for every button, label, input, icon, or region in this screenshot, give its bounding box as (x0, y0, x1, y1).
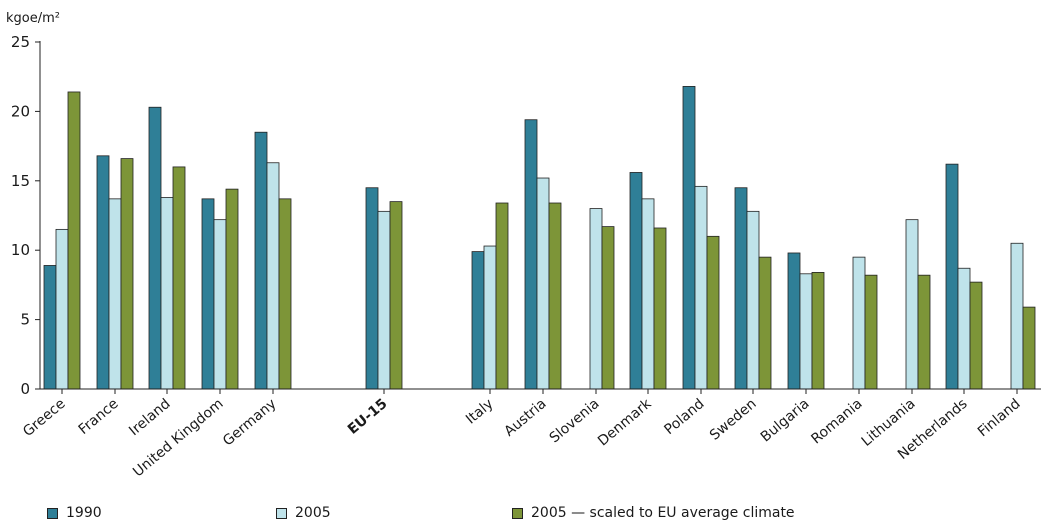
x-tick-label: Sweden (707, 396, 760, 444)
bar-eu-15-series-0 (365, 187, 379, 390)
bar-denmark-series-2 (653, 227, 667, 390)
bar-germany-series-0 (254, 131, 268, 390)
x-tick-label: Poland (661, 396, 707, 438)
y-tick-label: 15 (11, 172, 30, 190)
bar-poland-series-1 (694, 185, 708, 390)
y-axis-unit-label: kgoe/m² (6, 11, 60, 26)
x-tick-label: EU-15 (345, 396, 391, 438)
legend-label: 2005 — scaled to EU average climate (531, 505, 795, 521)
legend-item: 2005 — scaled to EU average climate (512, 505, 795, 521)
bar-ireland-series-2 (172, 166, 186, 390)
bar-sweden-series-2 (758, 256, 772, 390)
bar-netherlands-series-2 (969, 281, 983, 390)
bar-slovenia-series-1 (589, 208, 603, 390)
legend-item: 1990 (47, 505, 102, 521)
bar-greece-series-0 (43, 265, 57, 390)
x-tick-label: France (76, 396, 122, 438)
x-tick-label: Romania (808, 396, 865, 448)
bar-greece-series-2 (67, 91, 81, 390)
bar-eu-15-series-1 (377, 210, 391, 390)
bar-france-series-0 (96, 155, 110, 390)
bar-netherlands-series-1 (957, 267, 971, 390)
x-tick-label: Greece (20, 396, 68, 440)
bar-denmark-series-0 (629, 172, 643, 390)
x-tick-label: Ireland (126, 396, 173, 439)
legend-swatch (512, 507, 523, 519)
x-tick-label: Germany (220, 396, 280, 450)
bar-germany-series-1 (266, 162, 280, 390)
x-tick-label: Bulgaria (758, 396, 813, 446)
bar-poland-series-0 (682, 86, 696, 390)
bar-france-series-1 (108, 198, 122, 390)
legend-item: 2005 (276, 505, 331, 521)
bar-lithuania-series-1 (905, 219, 919, 390)
x-tick-label: Denmark (595, 395, 655, 449)
bar-austria-series-1 (536, 177, 550, 390)
bar-ireland-series-1 (160, 197, 174, 390)
legend-swatch (47, 507, 58, 519)
legend-swatch (276, 507, 287, 519)
x-tick-label: Austria (501, 396, 549, 440)
bar-romania-series-1 (852, 256, 866, 390)
x-tick-label: United Kingdom (130, 396, 226, 480)
bar-chart: kgoe/m² 0 5 10 15 20 25 Greece France IrelandUn… (6, 11, 1041, 480)
y-axis: 0 5 10 15 20 25 (11, 33, 41, 398)
bar-austria-series-0 (524, 119, 538, 390)
bar-austria-series-2 (548, 202, 562, 390)
bar-netherlands-series-0 (945, 163, 959, 390)
bar-ireland-series-0 (148, 106, 162, 390)
bar-bulgaria-series-1 (799, 273, 813, 390)
legend-label: 2005 (295, 505, 331, 521)
bar-finland-series-1 (1010, 242, 1024, 390)
bar-italy-series-2 (495, 202, 509, 390)
bar-germany-series-2 (278, 198, 292, 390)
y-tick-label: 20 (11, 102, 30, 120)
bar-bulgaria-series-2 (811, 272, 825, 390)
x-tick-label: Italy (463, 396, 497, 428)
bar-united-kingdom-series-0 (201, 198, 215, 390)
bar-eu-15-series-2 (389, 201, 403, 390)
bar-denmark-series-1 (641, 198, 655, 390)
bar-bulgaria-series-0 (787, 252, 801, 390)
bar-slovenia-series-2 (601, 226, 615, 390)
bar-greece-series-1 (55, 228, 69, 390)
bar-italy-series-0 (471, 251, 485, 390)
legend-label: 1990 (66, 505, 102, 521)
bar-italy-series-1 (483, 245, 497, 390)
x-tick-label: Slovenia (547, 396, 603, 447)
y-tick-label: 5 (20, 311, 30, 329)
bar-finland-series-2 (1022, 306, 1036, 390)
legend: 1990 2005 2005 — scaled to EU average clim… (0, 505, 1041, 529)
bar-united-kingdom-series-2 (225, 188, 239, 390)
bar-lithuania-series-2 (917, 274, 931, 390)
bar-united-kingdom-series-1 (213, 219, 227, 390)
bar-france-series-2 (120, 158, 134, 390)
bar-sweden-series-1 (746, 210, 760, 390)
y-tick-label: 10 (11, 241, 30, 259)
y-tick-label: 25 (11, 33, 30, 51)
bar-sweden-series-0 (734, 187, 748, 390)
x-tick-label: Finland (975, 396, 1024, 440)
bar-poland-series-2 (706, 235, 720, 390)
bar-romania-series-2 (864, 274, 878, 390)
y-tick-label: 0 (20, 380, 30, 398)
bars (43, 86, 1036, 390)
